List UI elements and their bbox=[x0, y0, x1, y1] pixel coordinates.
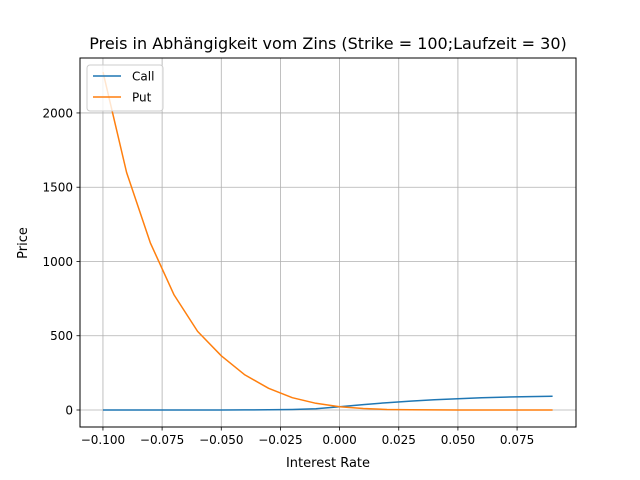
y-tick-label: 0 bbox=[65, 403, 73, 417]
x-tick-label: 0.050 bbox=[441, 433, 475, 447]
legend: Call Put bbox=[86, 64, 164, 112]
y-tick-label: 1500 bbox=[42, 181, 73, 195]
x-tick-label: 0.075 bbox=[500, 433, 534, 447]
x-tick-label: −0.050 bbox=[199, 433, 243, 447]
x-axis-label: Interest Rate bbox=[286, 456, 370, 471]
series-lines bbox=[102, 71, 553, 411]
series-line-call bbox=[103, 395, 553, 411]
axes-frame bbox=[79, 57, 577, 428]
x-tick-label: −0.100 bbox=[81, 433, 125, 447]
legend-label-put: Put bbox=[132, 91, 152, 105]
chart-title: Preis in Abhängigkeit vom Zins (Strike =… bbox=[89, 34, 567, 53]
x-tick-label: −0.075 bbox=[140, 433, 184, 447]
x-axis-ticks: −0.100 −0.075 −0.050 −0.025 0.000 0.025 0.050 0… bbox=[81, 427, 534, 447]
x-tick-label: −0.025 bbox=[258, 433, 302, 447]
y-axis-ticks: 0 500 1000 1500 2000 bbox=[42, 106, 80, 417]
y-tick-label: 500 bbox=[50, 329, 73, 343]
x-tick-label: 0.025 bbox=[382, 433, 416, 447]
x-tick-label: 0.000 bbox=[322, 433, 356, 447]
y-tick-label: 1000 bbox=[42, 255, 73, 269]
series-line-put bbox=[102, 71, 553, 411]
y-axis-label: Price bbox=[16, 227, 31, 259]
y-tick-label: 2000 bbox=[42, 106, 73, 120]
legend-label-call: Call bbox=[132, 70, 154, 84]
